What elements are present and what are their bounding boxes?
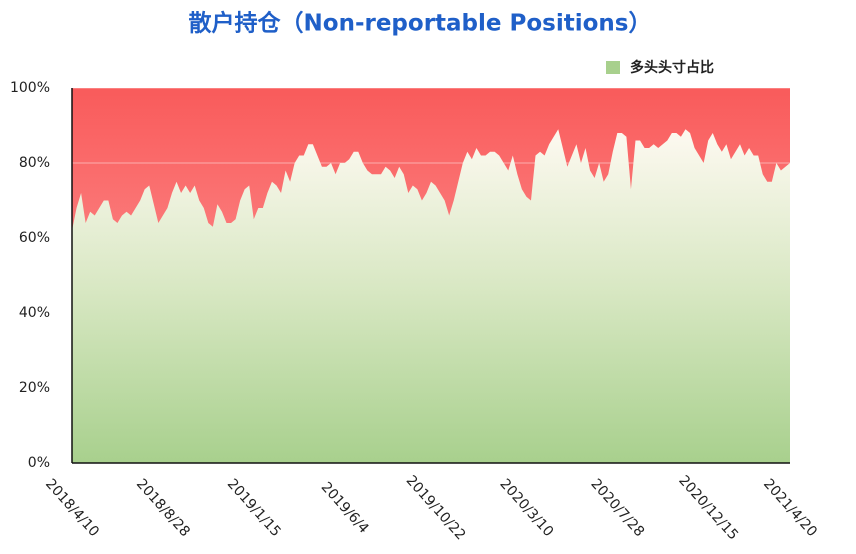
legend-swatch <box>606 61 620 74</box>
y-tick-label: 60% <box>19 230 50 246</box>
x-tick-label: 2019/6/4 <box>318 479 372 537</box>
y-tick-label: 20% <box>19 380 50 396</box>
x-tick-label: 2018/4/10 <box>42 476 102 540</box>
y-tick-label: 0% <box>28 455 50 471</box>
y-tick-label: 40% <box>19 305 50 321</box>
legend-label: 多头头寸占比 <box>630 59 714 76</box>
x-tick-label: 2019/10/22 <box>403 473 469 544</box>
x-tick-label: 2020/7/28 <box>587 476 647 540</box>
x-tick-label: 2020/3/10 <box>496 476 556 540</box>
y-tick-label: 80% <box>19 155 50 171</box>
x-tick-label: 2019/1/15 <box>224 476 284 540</box>
x-tick-label: 2018/8/28 <box>133 476 193 540</box>
legend: 多头头寸占比 <box>606 59 714 76</box>
chart-title: 散户持仓（Non-reportable Positions） <box>189 10 652 37</box>
x-tick-label: 2020/12/15 <box>675 473 741 544</box>
x-tick-label: 2021/4/20 <box>760 476 820 540</box>
y-tick-label: 100% <box>10 80 50 96</box>
area <box>72 129 790 463</box>
